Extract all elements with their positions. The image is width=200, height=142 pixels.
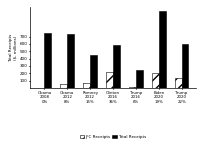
Bar	[44, 33, 51, 88]
Y-axis label: Total Receipts
($, millions): Total Receipts ($, millions)	[9, 34, 18, 62]
Legend: JFC Receipts, Total Receipts: JFC Receipts, Total Receipts	[80, 135, 146, 139]
Bar	[60, 84, 67, 88]
Bar	[175, 79, 182, 88]
Bar	[182, 44, 188, 88]
Bar	[136, 70, 143, 88]
Bar	[152, 73, 159, 88]
Bar	[67, 34, 74, 88]
Bar	[159, 11, 166, 88]
Bar	[106, 72, 113, 88]
Bar	[90, 55, 97, 88]
Bar	[83, 83, 90, 88]
Bar	[113, 45, 120, 88]
Bar	[129, 87, 136, 88]
